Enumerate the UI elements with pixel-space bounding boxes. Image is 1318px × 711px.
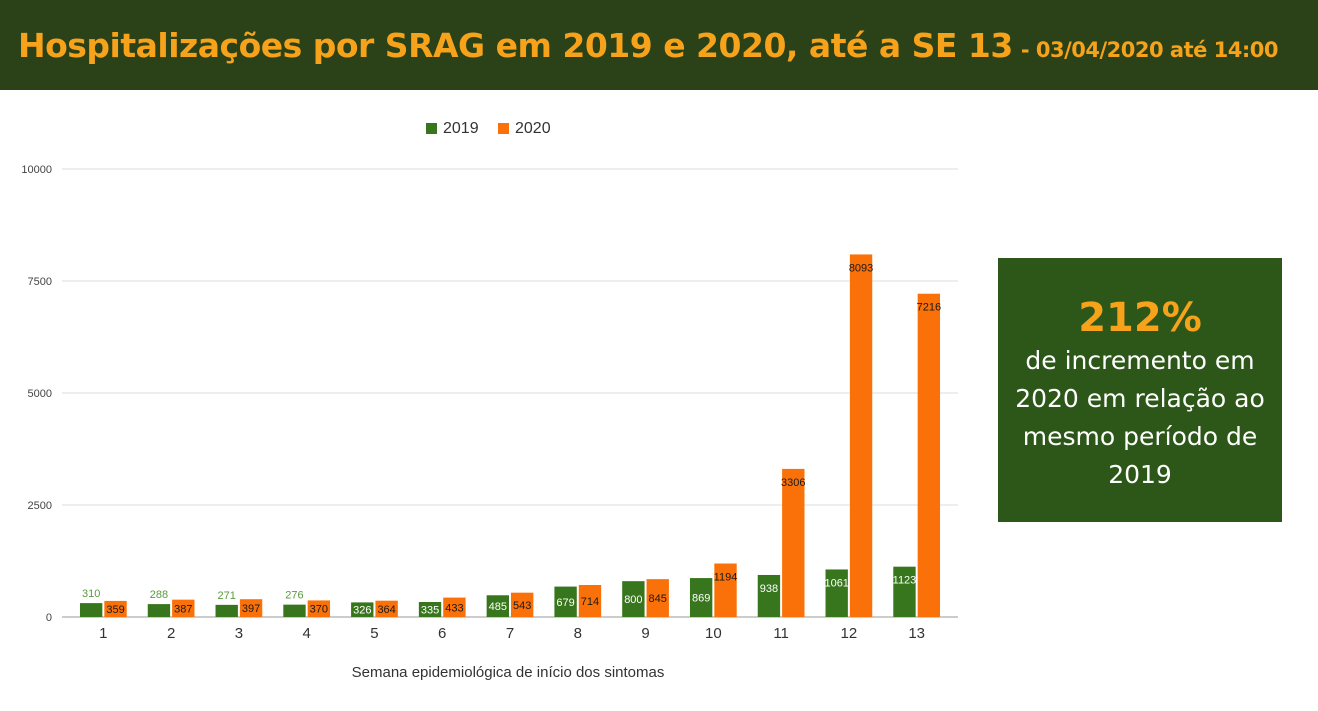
x-tick-label: 1	[99, 625, 107, 642]
bar-2019-week-9	[622, 581, 645, 617]
legend-label-2020: 2020	[515, 120, 551, 137]
x-tick-label: 3	[235, 625, 243, 642]
data-label-2019-week-1: 310	[82, 588, 100, 600]
bar-2019-week-13	[893, 566, 916, 617]
data-label-2019-week-13: 1123	[893, 575, 917, 587]
increment-callout: 212% de incremento em 2020 em relação ao…	[998, 258, 1282, 522]
data-label-2020-week-2: 387	[174, 603, 192, 615]
data-label-2019-week-10: 869	[692, 593, 710, 605]
y-tick-label: 0	[46, 612, 52, 624]
legend-swatch-2019	[426, 123, 437, 134]
bar-2019-week-3	[215, 604, 238, 617]
page-title: Hospitalizações por SRAG em 2019 e 2020,…	[18, 25, 1279, 65]
y-tick-label: 5000	[28, 388, 52, 400]
data-label-2020-week-12: 8093	[849, 262, 873, 274]
bar-2020-week-1	[104, 600, 127, 617]
bar-2019-week-4	[283, 604, 306, 617]
bar-2019-week-6	[418, 601, 442, 617]
bar-2019-week-2	[147, 604, 171, 617]
header-bar: Hospitalizações por SRAG em 2019 e 2020,…	[0, 0, 1318, 90]
bar-2020-week-8	[578, 585, 602, 617]
y-tick-label: 2500	[28, 500, 52, 512]
data-label-2020-week-1: 359	[106, 604, 124, 616]
bar-2020-week-2	[172, 599, 195, 617]
bar-2020-week-10	[714, 563, 737, 617]
bar-2019-week-11	[757, 574, 781, 617]
bar-2019-week-1	[79, 603, 103, 617]
x-tick-label: 11	[773, 625, 789, 642]
data-label-2020-week-10: 1194	[714, 572, 738, 584]
legend-swatch-2020	[498, 123, 509, 134]
x-axis-label: Semana epidemiológica de início dos sint…	[352, 664, 665, 681]
x-tick-label: 12	[841, 625, 858, 642]
x-tick-label: 8	[574, 625, 582, 642]
data-label-2019-week-6: 335	[421, 604, 439, 616]
x-tick-label: 6	[438, 625, 446, 642]
bar-2020-week-5	[375, 600, 398, 617]
data-label-2019-week-3: 271	[218, 590, 236, 602]
data-label-2019-week-2: 288	[150, 589, 168, 601]
data-label-2020-week-4: 370	[310, 604, 328, 616]
bar-2020-week-9	[646, 579, 669, 617]
bar-2019-week-5	[351, 602, 374, 617]
bar-2020-week-4	[307, 600, 331, 617]
x-tick-label: 13	[908, 625, 925, 642]
x-tick-label: 10	[705, 625, 722, 642]
bar-2020-week-3	[239, 599, 263, 617]
data-label-2019-week-4: 276	[285, 590, 303, 602]
bar-2020-week-11	[782, 468, 805, 617]
bar-2019-week-7	[486, 595, 509, 617]
data-label-2019-week-12: 1061	[824, 577, 848, 589]
bar-2020-week-13	[917, 293, 941, 617]
data-label-2020-week-8: 714	[581, 596, 599, 608]
bar-2020-week-7	[511, 592, 534, 617]
data-label-2020-week-11: 3306	[781, 477, 805, 489]
data-label-2019-week-11: 938	[760, 583, 778, 595]
legend-label-2019: 2019	[443, 120, 479, 137]
y-tick-label: 7500	[28, 276, 52, 288]
bar-2019-week-12	[825, 569, 848, 617]
data-label-2019-week-7: 485	[489, 601, 507, 613]
data-label-2019-week-9: 800	[624, 594, 642, 606]
x-tick-label: 2	[167, 625, 175, 642]
x-tick-label: 9	[641, 625, 649, 642]
page-subtitle: - 03/04/2020 até 14:00	[1020, 37, 1279, 62]
x-tick-label: 5	[370, 625, 378, 642]
callout-text: de incremento em 2020 em relação ao mesm…	[1015, 346, 1265, 489]
data-label-2020-week-13: 7216	[917, 302, 941, 314]
bar-2020-week-6	[443, 597, 466, 617]
bar-2020-week-12	[849, 254, 873, 617]
y-tick-label: 10000	[21, 164, 52, 176]
bar-2019-week-10	[689, 578, 713, 617]
data-label-2020-week-7: 543	[513, 600, 531, 612]
data-label-2020-week-5: 364	[377, 604, 395, 616]
x-tick-label: 4	[302, 625, 310, 642]
data-label-2020-week-9: 845	[649, 593, 667, 605]
callout-percent: 212%	[1078, 295, 1202, 341]
bar-2019-week-8	[554, 586, 577, 617]
data-label-2020-week-3: 397	[242, 603, 260, 615]
data-label-2020-week-6: 433	[445, 602, 463, 614]
data-label-2019-week-5: 326	[353, 605, 371, 617]
page-title-text: Hospitalizações por SRAG em 2019 e 2020,…	[18, 25, 1013, 65]
x-tick-label: 7	[506, 625, 514, 642]
data-label-2019-week-8: 679	[556, 597, 574, 609]
